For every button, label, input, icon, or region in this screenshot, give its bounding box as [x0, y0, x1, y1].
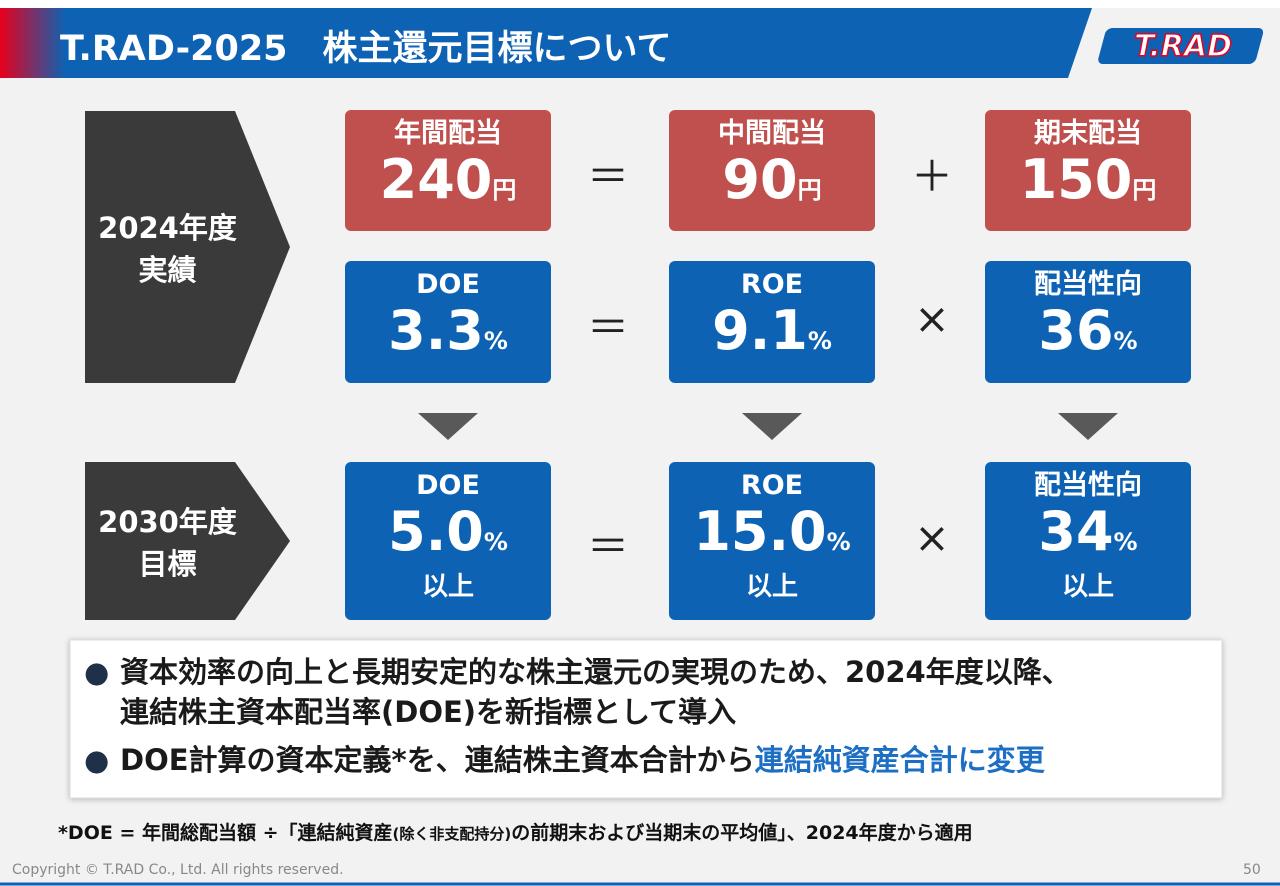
row-label: 2024年度 実績: [85, 111, 290, 383]
bullet: ● DOE計算の資本定義*を、連結株主資本合計から 連結純資産合計に変更: [84, 740, 1071, 780]
value: 150: [1019, 148, 1133, 211]
bullet-line: 資本効率の向上と長期安定的な株主還元の実現のため、2024年度以降、: [120, 655, 1071, 689]
label-line: 目標: [138, 547, 197, 581]
value: 36: [1038, 299, 1114, 362]
indicator-box: DOE 3.3%: [345, 261, 551, 383]
top-strip: [0, 0, 1280, 8]
indicator-box: 中間配当 90円: [669, 110, 875, 231]
unit: %: [1113, 528, 1138, 556]
unit: %: [1113, 327, 1138, 355]
bullet-line: 連結株主資本配当率(DOE)を新指標として導入: [120, 695, 737, 729]
title: T.RAD-2025 株主還元目標について: [60, 29, 672, 69]
box-value: 5.0%: [345, 502, 551, 572]
box-title: DOE: [416, 470, 480, 501]
value: 34: [1038, 500, 1114, 563]
box-note: 以上: [421, 572, 474, 602]
operator: ＝: [586, 303, 629, 352]
footnote-text: の前期末および当期末の平均値」、2024年度から適用: [511, 822, 973, 844]
indicator-box: 年間配当 240円: [345, 110, 551, 231]
bullet-highlight: 連結純資産合計に変更: [754, 743, 1045, 777]
down-arrows: [418, 413, 1118, 440]
box-value: 15.0%: [669, 502, 875, 572]
label-line: 2024年度: [98, 211, 237, 245]
operator: ＋: [910, 151, 953, 201]
copyright: Copyright © T.RAD Co., Ltd. All rights r…: [12, 862, 344, 878]
box-title: 期末配当: [1034, 118, 1142, 149]
value: 9.1: [712, 299, 808, 362]
value: 5.0: [388, 500, 484, 563]
box-value: 34%: [985, 502, 1191, 572]
footnote-text: *DOE = 年間総配当額 ÷「連結純資産: [58, 822, 393, 844]
bullets: ● 資本効率の向上と長期安定的な株主還元の実現のため、2024年度以降、 連結株…: [84, 652, 1071, 780]
logo-text: T.RAD: [1134, 29, 1232, 64]
unit: %: [826, 528, 851, 556]
value: 3.3: [388, 299, 484, 362]
operator: ×: [914, 294, 950, 343]
bullet-panel: [69, 639, 1223, 799]
box-value: 150円: [985, 150, 1191, 220]
box-value: 90円: [669, 150, 875, 220]
box-title: ROE: [740, 269, 804, 300]
unit: 円: [1132, 176, 1157, 204]
label-line: 実績: [138, 253, 197, 287]
value: 15.0: [693, 500, 827, 563]
operator: ＝: [586, 151, 629, 201]
indicator-box: ROE 15.0% 以上: [669, 462, 875, 620]
footnote-small: (除く非支配持分): [392, 825, 512, 843]
indicator-box: 期末配当 150円: [985, 110, 1191, 231]
bullet-text: DOE計算の資本定義*を、連結株主資本合計から: [120, 743, 755, 777]
unit: %: [483, 528, 508, 556]
box-title: 配当性向: [1034, 470, 1142, 501]
row-label: 2030年度 目標: [85, 462, 290, 620]
box-title: 年間配当: [394, 118, 502, 149]
box-value: 3.3%: [345, 301, 551, 371]
header-bar: [0, 8, 1092, 78]
box-value: 36%: [985, 301, 1191, 371]
value: 240: [379, 148, 493, 211]
box-title: 配当性向: [1034, 269, 1142, 300]
operator: ＝: [586, 522, 629, 571]
unit: 円: [492, 176, 517, 204]
box-note: 以上: [745, 572, 798, 602]
operator: ×: [914, 513, 950, 562]
box-title: 中間配当: [718, 118, 826, 149]
box-value: 240円: [345, 150, 551, 220]
label-line: 2030年度: [98, 505, 237, 539]
page-number: 50: [1243, 862, 1261, 878]
value: 90: [722, 148, 798, 211]
box-note: 以上: [1061, 572, 1114, 602]
unit: 円: [797, 176, 822, 204]
bullet: ● 資本効率の向上と長期安定的な株主還元の実現のため、2024年度以降、 連結株…: [84, 652, 1071, 732]
box-value: 9.1%: [669, 301, 875, 371]
box-title: ROE: [740, 470, 804, 501]
unit: %: [807, 327, 832, 355]
indicator-box: DOE 5.0% 以上: [345, 462, 551, 620]
unit: %: [483, 327, 508, 355]
indicator-box: 配当性向 36%: [985, 261, 1191, 383]
footnote: *DOE = 年間総配当額 ÷「連結純資産(除く非支配持分)の前期末および当期末…: [58, 818, 973, 845]
indicator-box: 配当性向 34% 以上: [985, 462, 1191, 620]
indicator-box: ROE 9.1%: [669, 261, 875, 383]
box-title: DOE: [416, 269, 480, 300]
logo: T.RAD: [1098, 28, 1264, 65]
